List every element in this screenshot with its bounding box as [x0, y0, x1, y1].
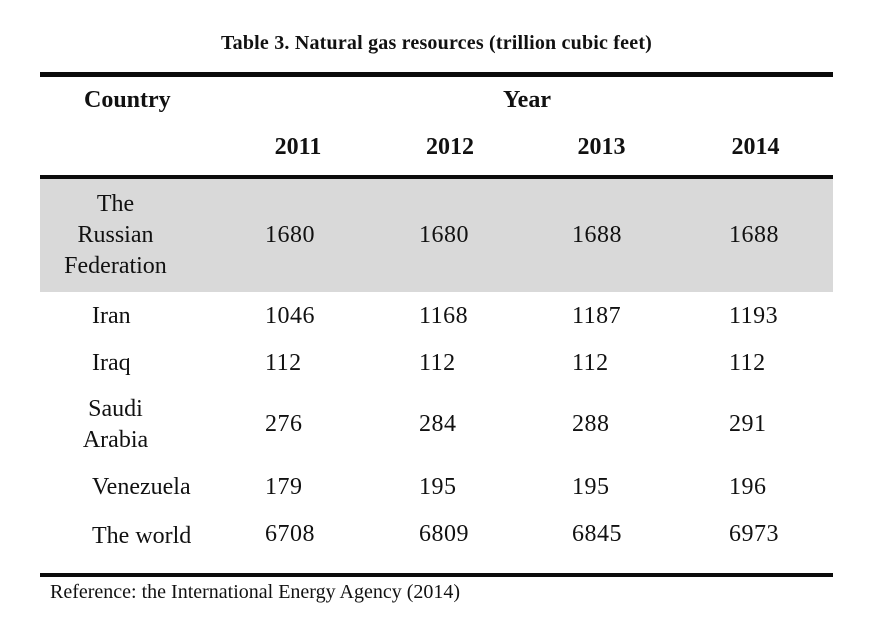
value-cell-2012: 284	[419, 411, 457, 437]
country-cell: The Russian Federation	[64, 191, 167, 279]
value-cell-2014: 1688	[729, 222, 779, 248]
value-cell-2013: 1187	[572, 302, 622, 329]
value-cell-2014: 6973	[729, 521, 779, 547]
table-rows: The Russian Federation 1680 1680 1688 16…	[40, 179, 833, 573]
value-cell-2013: 112	[572, 350, 609, 376]
table-header: Country Year 2011 2012 2013 2014	[40, 77, 833, 171]
top-rule	[40, 72, 833, 77]
value-cell-2011: 1046	[265, 302, 315, 329]
table-row: The Russian Federation 1680 1680 1688 16…	[40, 179, 833, 292]
country-cell: Saudi Arabia	[82, 395, 149, 453]
header-row-years: 2011 2012 2013 2014	[40, 123, 833, 171]
value-cell-2014: 291	[729, 411, 767, 437]
table-caption: Table 3. Natural gas resources (trillion…	[220, 32, 653, 54]
value-cell-2013: 1688	[572, 222, 622, 248]
table-row: Iran 1046 1168 1187 1193	[40, 292, 833, 340]
table-row: The world 6708 6809 6845 6973	[40, 512, 833, 573]
country-column-header: Country	[84, 86, 171, 113]
header-rule	[40, 175, 833, 179]
value-cell-2014: 112	[729, 350, 766, 376]
value-cell-2012: 195	[419, 473, 457, 500]
table-row: Venezuela 179 195 195 196	[40, 462, 833, 512]
value-cell-2013: 288	[572, 411, 610, 437]
value-cell-2011: 276	[265, 411, 303, 437]
value-cell-2013: 6845	[572, 521, 622, 547]
value-cell-2014: 1193	[729, 302, 779, 329]
country-cell: The world	[92, 523, 192, 549]
reference-note: Reference: the International Energy Agen…	[50, 581, 461, 603]
country-cell: Iran	[92, 302, 131, 329]
value-cell-2012: 1168	[419, 302, 469, 329]
year-header-2014: 2014	[731, 133, 780, 160]
year-header-2013: 2013	[577, 133, 626, 160]
bottom-rule	[40, 573, 833, 577]
year-header-2011: 2011	[274, 133, 322, 160]
value-cell-2011: 179	[265, 473, 303, 500]
value-cell-2011: 6708	[265, 521, 315, 547]
country-cell: Venezuela	[92, 473, 191, 500]
value-cell-2012: 112	[419, 350, 456, 376]
table-row: Saudi Arabia 276 284 288 291	[40, 387, 833, 462]
value-cell-2011: 1680	[265, 222, 315, 248]
year-group-header: Year	[503, 86, 551, 113]
value-cell-2012: 1680	[419, 222, 469, 248]
value-cell-2014: 196	[729, 473, 767, 500]
value-cell-2012: 6809	[419, 521, 469, 547]
header-row-groups: Country Year	[40, 77, 833, 123]
value-cell-2013: 195	[572, 473, 610, 500]
year-header-2012: 2012	[426, 133, 474, 160]
country-cell: Iraq	[92, 350, 131, 376]
table-row: Iraq 112 112 112 112	[40, 340, 833, 387]
value-cell-2011: 112	[265, 350, 302, 376]
